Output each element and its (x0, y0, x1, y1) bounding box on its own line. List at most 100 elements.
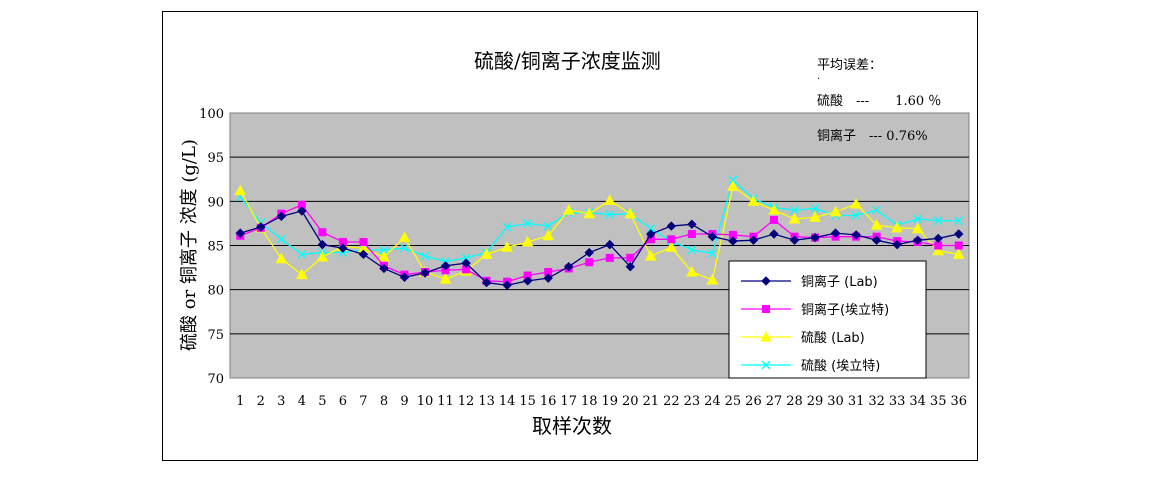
series-1-point (605, 239, 615, 250)
legend-marker-4 (761, 360, 771, 370)
series-1-point (358, 249, 369, 260)
series-2-point (626, 253, 635, 262)
series-1-point (851, 230, 861, 240)
series-3-point (295, 268, 308, 280)
series-3-point (275, 252, 288, 264)
series-1-point (461, 258, 471, 268)
avg-error-dot: · (817, 74, 821, 85)
series-3-point (398, 231, 411, 243)
series-2-point (769, 215, 778, 224)
legend-marker-3 (760, 330, 772, 342)
x-tick-label: 11 (437, 394, 454, 409)
legend-label-2: 铜离子(埃立特) (801, 302, 889, 318)
series-1-point (399, 272, 410, 283)
x-tick-label: 16 (540, 394, 557, 409)
x-tick-label: 33 (889, 394, 906, 409)
series-1-point (420, 268, 430, 278)
x-tick-label: 34 (909, 394, 926, 409)
series-3-point (562, 204, 575, 215)
series-3-point (665, 241, 678, 252)
series-4-point (646, 224, 656, 234)
x-tick-label: 35 (930, 394, 947, 409)
series-3-point (583, 207, 596, 219)
x-tick-label: 30 (827, 394, 844, 409)
series-line-3 (239, 185, 959, 281)
series-1-point (666, 221, 677, 231)
series-1-point (954, 229, 964, 239)
x-tick-label: 26 (745, 394, 762, 409)
y-tick-label: 85 (207, 240, 224, 255)
series-4-point (954, 216, 964, 226)
series-1-point (543, 273, 553, 283)
series-3-point (891, 221, 904, 233)
series-1-point (317, 239, 328, 250)
series-3-point (932, 244, 945, 256)
series-1-point (810, 232, 820, 243)
series-2-point (954, 241, 963, 250)
series-4-point (872, 205, 882, 215)
x-tick-label: 15 (519, 394, 536, 409)
x-tick-label: 6 (339, 394, 347, 409)
x-tick-label: 10 (417, 394, 434, 409)
series-3-point (850, 197, 862, 209)
series-1-point (728, 236, 738, 246)
x-tick-label: 20 (622, 394, 639, 409)
x-tick-label: 29 (807, 394, 824, 409)
series-1-point (830, 228, 841, 238)
series-1-point (276, 211, 287, 222)
series-1-point (584, 247, 594, 258)
series-1-point (235, 228, 245, 238)
x-axis-label: 取样次数 (532, 414, 612, 438)
x-tick-label: 7 (359, 394, 367, 409)
x-tick-label: 24 (704, 394, 721, 409)
series-1-point (379, 263, 389, 274)
series-2-point (667, 235, 676, 244)
series-3-point (952, 248, 965, 259)
series-3-point (911, 222, 924, 234)
series-1-point (789, 235, 800, 245)
series-3-point (788, 212, 801, 224)
legend-marker-1 (761, 276, 771, 286)
legend-label-1: 铜离子 (Lab) (801, 274, 878, 290)
series-1-point (871, 235, 882, 245)
avg-error-acid: 硫酸 --- 1.60 ％ (817, 94, 942, 109)
x-tick-label: 1 (236, 394, 244, 409)
series-4-point (297, 249, 307, 259)
x-tick-label: 28 (786, 394, 803, 409)
series-4-point (790, 205, 799, 215)
y-tick-label: 90 (207, 195, 224, 210)
series-3-point (809, 211, 821, 222)
x-tick-label: 23 (684, 394, 701, 409)
series-4-point (605, 210, 615, 220)
series-4-point (502, 222, 512, 232)
series-4-point (400, 243, 409, 253)
x-tick-label: 3 (277, 394, 285, 409)
y-axis-label: 硫酸 or 铜离子 浓度 (g/L) (179, 139, 200, 351)
series-4-point (728, 175, 738, 185)
series-4-point (851, 211, 861, 220)
series-3-point (644, 250, 657, 261)
x-tick-label: 32 (868, 394, 885, 409)
x-tick-label: 21 (643, 394, 660, 409)
series-4-point (420, 251, 430, 261)
series-1-point (707, 231, 718, 242)
series-1-point (481, 277, 492, 288)
x-tick-label: 9 (400, 394, 408, 409)
series-3-point (234, 184, 247, 196)
series-4-point (933, 216, 943, 226)
series-1-point (769, 229, 779, 239)
series-3-point (624, 207, 637, 219)
legend-label-4: 硫酸 (埃立特) (801, 359, 880, 374)
series-3-point (439, 273, 452, 284)
series-3-point (378, 250, 390, 262)
series-3-point (747, 195, 760, 206)
series-1-point (502, 280, 512, 290)
series-1-point (748, 235, 759, 245)
series-4-point (379, 245, 389, 255)
series-3-point (603, 194, 616, 205)
series-1-point (564, 261, 574, 272)
x-tick-label: 19 (601, 394, 618, 409)
legend-label-3: 硫酸 (Lab) (801, 331, 865, 346)
series-3-point (727, 180, 739, 191)
